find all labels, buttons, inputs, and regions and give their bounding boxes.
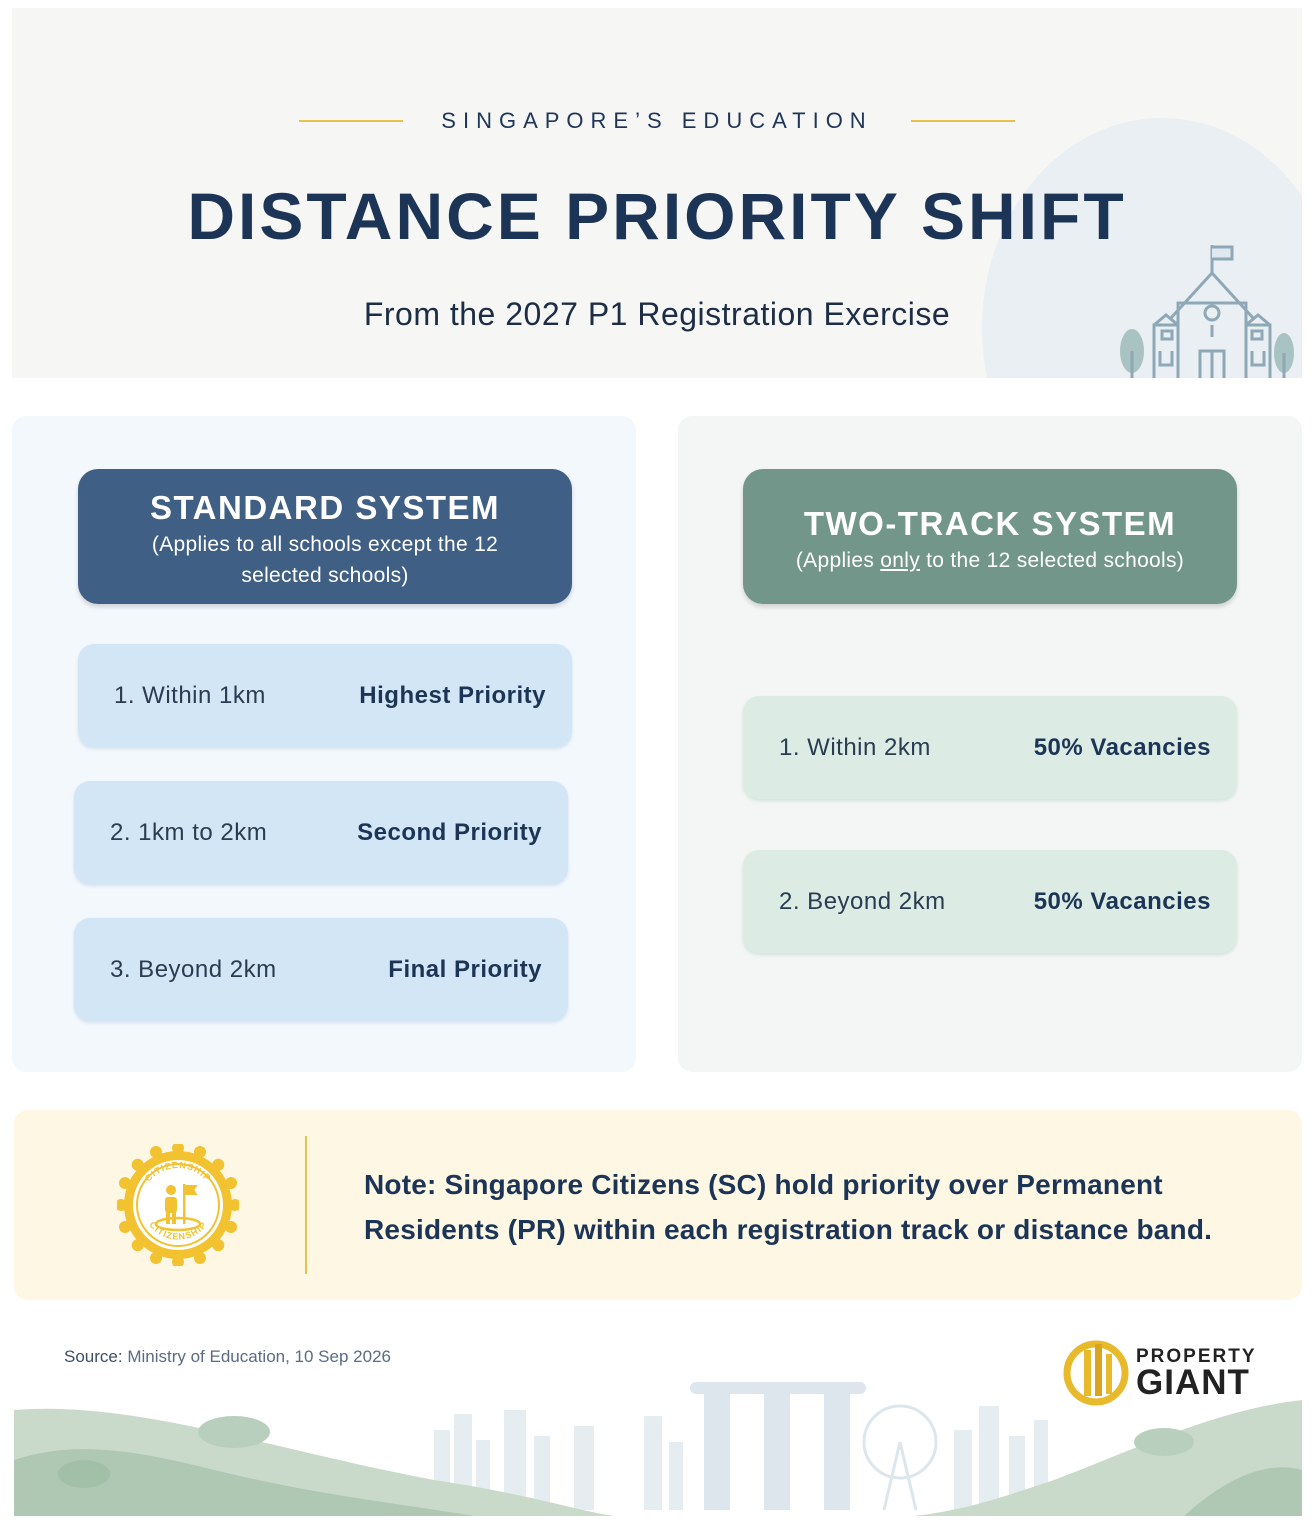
standard-row-1km-to-2km: 2. 1km to 2km Second Priority xyxy=(74,781,568,884)
two-track-row-value: 50% Vacancies xyxy=(1033,733,1211,761)
two-track-row-label: 1. Within 2km xyxy=(779,733,931,761)
property-giant-logo-icon xyxy=(1063,1340,1129,1406)
two-track-system-subtitle: (Applies only to the 12 selected schools… xyxy=(795,549,1185,572)
logo-bottom-text: GIANT xyxy=(1136,1362,1250,1402)
kicker-row: SINGAPORE’S EDUCATION xyxy=(12,108,1302,134)
note-box: CITIZENSHIP CITIZENSHIP Note: Singapore … xyxy=(14,1110,1302,1300)
standard-system-header: STANDARD SYSTEM (Applies to all schools … xyxy=(78,469,572,604)
property-giant-logo: PROPERTY GIANT xyxy=(1062,1338,1262,1408)
kicker-line-right xyxy=(910,120,1015,122)
page-title: DISTANCE PRIORITY SHIFT xyxy=(187,179,1127,253)
two-track-system-header: TWO-TRACK SYSTEM (Applies only to the 12… xyxy=(743,469,1237,604)
standard-row-label: 1. Within 1km xyxy=(114,681,266,709)
logo-top-text: PROPERTY xyxy=(1136,1345,1257,1367)
standard-row-within-1km: 1. Within 1km Highest Priority xyxy=(78,644,572,747)
two-track-system-title: TWO-TRACK SYSTEM xyxy=(803,505,1177,542)
standard-system-title: STANDARD SYSTEM xyxy=(149,489,501,526)
source-text: Ministry of Education, 10 Sep 2026 xyxy=(122,1347,391,1366)
source-label: Source: xyxy=(64,1347,123,1366)
note-text: Note: Singapore Citizens (SC) hold prior… xyxy=(364,1169,1213,1245)
note-divider xyxy=(305,1136,307,1274)
two-track-row-beyond-2km: 2. Beyond 2km 50% Vacancies xyxy=(743,850,1237,953)
city-skyline-illustration xyxy=(14,1382,1302,1516)
standard-row-value: Highest Priority xyxy=(359,681,546,709)
two-track-row-within-2km: 1. Within 2km 50% Vacancies xyxy=(743,696,1237,799)
standard-row-beyond-2km: 3. Beyond 2km Final Priority xyxy=(74,918,568,1021)
school-building-icon xyxy=(1120,245,1294,378)
page-subtitle: From the 2027 P1 Registration Exercise xyxy=(363,296,951,332)
standard-row-value: Second Priority xyxy=(357,818,542,846)
source-citation: Source: Ministry of Education, 10 Sep 20… xyxy=(64,1347,391,1367)
only-emphasis: only xyxy=(880,549,921,572)
standard-row-value: Final Priority xyxy=(388,955,542,983)
kicker-text: SINGAPORE’S EDUCATION xyxy=(441,108,873,133)
two-track-row-label: 2. Beyond 2km xyxy=(779,887,946,915)
standard-system-subtitle: (Applies to all schools except the 12 se… xyxy=(151,533,499,587)
kicker-line-left xyxy=(299,120,404,122)
citizenship-badge-icon: CITIZENSHIP CITIZENSHIP xyxy=(117,1144,239,1266)
two-track-row-value: 50% Vacancies xyxy=(1033,887,1211,915)
standard-row-label: 2. 1km to 2km xyxy=(110,818,268,846)
header-banner: SINGAPORE’S EDUCATION DISTANCE PRIORITY … xyxy=(12,8,1302,378)
standard-row-label: 3. Beyond 2km xyxy=(110,955,277,983)
